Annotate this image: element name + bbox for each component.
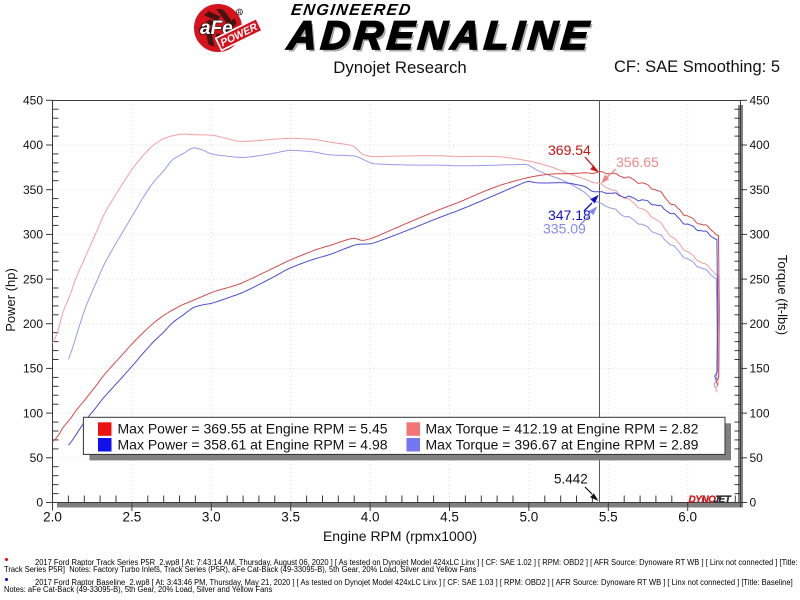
- svg-text:250: 250: [750, 272, 770, 286]
- svg-text:Max Torque = 396.67 at Engine: Max Torque = 396.67 at Engine RPM = 2.89: [426, 436, 699, 452]
- svg-text:5.0: 5.0: [520, 510, 539, 525]
- svg-text:2.5: 2.5: [123, 510, 142, 525]
- svg-text:6.0: 6.0: [678, 510, 697, 525]
- svg-text:150: 150: [23, 362, 43, 376]
- svg-text:200: 200: [23, 317, 43, 331]
- svg-text:250: 250: [23, 272, 43, 286]
- svg-text:400: 400: [750, 138, 770, 152]
- svg-text:356.65: 356.65: [616, 154, 659, 170]
- svg-text:5.442: 5.442: [554, 472, 588, 487]
- svg-text:Max Torque = 412.19 at Engine: Max Torque = 412.19 at Engine RPM = 2.82: [426, 421, 699, 437]
- svg-text:R: R: [238, 10, 242, 16]
- svg-text:350: 350: [750, 183, 770, 197]
- svg-text:4.5: 4.5: [440, 510, 459, 525]
- svg-text:300: 300: [750, 228, 770, 242]
- svg-text:150: 150: [750, 362, 770, 376]
- svg-text:Engine RPM (rpmx1000): Engine RPM (rpmx1000): [323, 528, 477, 544]
- svg-text:369.54: 369.54: [548, 142, 591, 158]
- svg-text:50: 50: [30, 451, 44, 465]
- svg-text:335.09: 335.09: [543, 221, 586, 237]
- svg-text:4.0: 4.0: [361, 510, 380, 525]
- svg-text:200: 200: [750, 317, 770, 331]
- svg-text:2.0: 2.0: [43, 510, 62, 525]
- svg-text:50: 50: [750, 451, 764, 465]
- svg-text:Max Power = 369.55 at Engine R: Max Power = 369.55 at Engine RPM = 5.45: [118, 421, 388, 437]
- svg-text:347.18: 347.18: [548, 207, 591, 223]
- svg-text:100: 100: [23, 406, 43, 420]
- svg-text:3.5: 3.5: [281, 510, 300, 525]
- svg-text:0: 0: [36, 496, 43, 510]
- svg-text:300: 300: [23, 228, 43, 242]
- svg-text:0: 0: [750, 496, 757, 510]
- svg-text:DYNO: DYNO: [689, 495, 717, 506]
- svg-text:Max Power = 358.61 at Engine R: Max Power = 358.61 at Engine RPM = 4.98: [118, 436, 388, 452]
- svg-text:3.0: 3.0: [202, 510, 221, 525]
- svg-text:350: 350: [23, 183, 43, 197]
- svg-text:100: 100: [750, 406, 770, 420]
- svg-text:JET: JET: [714, 495, 732, 506]
- svg-text:450: 450: [23, 94, 43, 108]
- svg-text:5.5: 5.5: [599, 510, 618, 525]
- svg-text:450: 450: [750, 94, 770, 108]
- svg-text:Power (hp): Power (hp): [3, 268, 18, 332]
- svg-text:400: 400: [23, 138, 43, 152]
- svg-text:Torque (ft-lbs): Torque (ft-lbs): [775, 255, 790, 335]
